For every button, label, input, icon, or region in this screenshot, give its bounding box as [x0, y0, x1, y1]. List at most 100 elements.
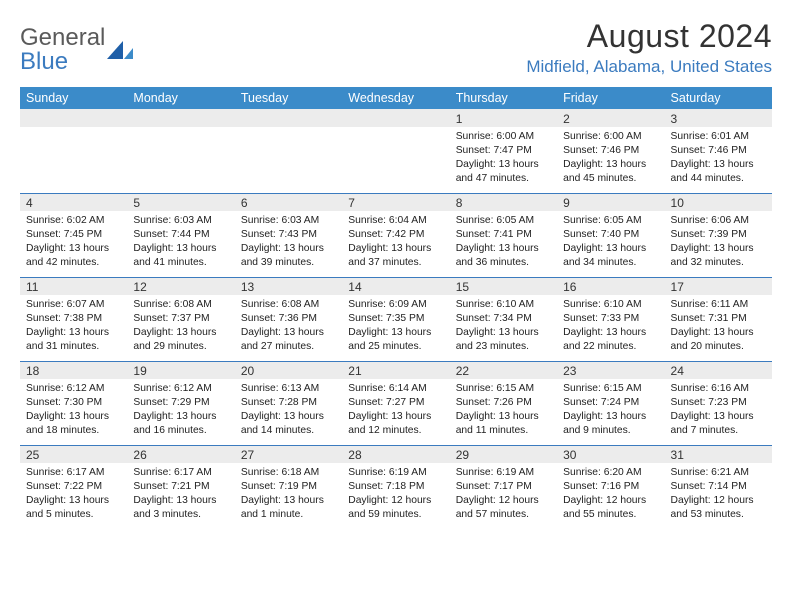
sunset-line: Sunset: 7:23 PM	[671, 396, 766, 410]
weekday-header: Tuesday	[235, 87, 342, 109]
day-content-cell	[127, 127, 234, 193]
day-content-cell: Sunrise: 6:03 AMSunset: 7:44 PMDaylight:…	[127, 211, 234, 277]
day-number-cell: 2	[557, 109, 664, 127]
sunset-line: Sunset: 7:14 PM	[671, 480, 766, 494]
daylight-line: Daylight: 13 hours and 25 minutes.	[348, 326, 443, 354]
daylight-line: Daylight: 13 hours and 20 minutes.	[671, 326, 766, 354]
sunrise-line: Sunrise: 6:02 AM	[26, 214, 121, 228]
weekday-row: SundayMondayTuesdayWednesdayThursdayFrid…	[20, 87, 772, 109]
sunrise-line: Sunrise: 6:08 AM	[241, 298, 336, 312]
sunset-line: Sunset: 7:30 PM	[26, 396, 121, 410]
day-content-cell: Sunrise: 6:08 AMSunset: 7:37 PMDaylight:…	[127, 295, 234, 361]
day-number-cell: 18	[20, 361, 127, 379]
daylight-line: Daylight: 13 hours and 42 minutes.	[26, 242, 121, 270]
day-number-cell: 17	[665, 277, 772, 295]
day-number-cell: 13	[235, 277, 342, 295]
day-content-cell: Sunrise: 6:12 AMSunset: 7:30 PMDaylight:…	[20, 379, 127, 445]
sunset-line: Sunset: 7:43 PM	[241, 228, 336, 242]
day-content-cell: Sunrise: 6:10 AMSunset: 7:34 PMDaylight:…	[450, 295, 557, 361]
day-number-cell: 27	[235, 445, 342, 463]
sunrise-line: Sunrise: 6:18 AM	[241, 466, 336, 480]
daylight-line: Daylight: 12 hours and 55 minutes.	[563, 494, 658, 522]
daylight-line: Daylight: 13 hours and 37 minutes.	[348, 242, 443, 270]
day-number-cell: 30	[557, 445, 664, 463]
day-content-cell: Sunrise: 6:02 AMSunset: 7:45 PMDaylight:…	[20, 211, 127, 277]
sunrise-line: Sunrise: 6:05 AM	[563, 214, 658, 228]
sunset-line: Sunset: 7:42 PM	[348, 228, 443, 242]
day-content-cell: Sunrise: 6:18 AMSunset: 7:19 PMDaylight:…	[235, 463, 342, 529]
weekday-header: Friday	[557, 87, 664, 109]
sunrise-line: Sunrise: 6:04 AM	[348, 214, 443, 228]
weekday-header: Wednesday	[342, 87, 449, 109]
sunset-line: Sunset: 7:22 PM	[26, 480, 121, 494]
logo: General Blue	[20, 18, 133, 74]
day-content-cell: Sunrise: 6:15 AMSunset: 7:24 PMDaylight:…	[557, 379, 664, 445]
daylight-line: Daylight: 13 hours and 9 minutes.	[563, 410, 658, 438]
sunset-line: Sunset: 7:38 PM	[26, 312, 121, 326]
month-title: August 2024	[526, 18, 772, 55]
day-number-cell: 29	[450, 445, 557, 463]
daylight-line: Daylight: 13 hours and 3 minutes.	[133, 494, 228, 522]
sunrise-line: Sunrise: 6:17 AM	[26, 466, 121, 480]
day-number-row: 45678910	[20, 193, 772, 211]
sunrise-line: Sunrise: 6:08 AM	[133, 298, 228, 312]
day-number-cell: 6	[235, 193, 342, 211]
sunset-line: Sunset: 7:40 PM	[563, 228, 658, 242]
daylight-line: Daylight: 13 hours and 32 minutes.	[671, 242, 766, 270]
day-content-cell: Sunrise: 6:21 AMSunset: 7:14 PMDaylight:…	[665, 463, 772, 529]
daylight-line: Daylight: 13 hours and 23 minutes.	[456, 326, 551, 354]
sunrise-line: Sunrise: 6:10 AM	[563, 298, 658, 312]
sunset-line: Sunset: 7:24 PM	[563, 396, 658, 410]
sunset-line: Sunset: 7:27 PM	[348, 396, 443, 410]
day-content-cell: Sunrise: 6:15 AMSunset: 7:26 PMDaylight:…	[450, 379, 557, 445]
day-content-row: Sunrise: 6:02 AMSunset: 7:45 PMDaylight:…	[20, 211, 772, 277]
daylight-line: Daylight: 13 hours and 31 minutes.	[26, 326, 121, 354]
sunset-line: Sunset: 7:37 PM	[133, 312, 228, 326]
day-number-cell	[235, 109, 342, 127]
sunrise-line: Sunrise: 6:20 AM	[563, 466, 658, 480]
day-number-cell: 26	[127, 445, 234, 463]
location: Midfield, Alabama, United States	[526, 57, 772, 77]
day-content-cell	[20, 127, 127, 193]
day-content-cell: Sunrise: 6:20 AMSunset: 7:16 PMDaylight:…	[557, 463, 664, 529]
day-content-cell: Sunrise: 6:01 AMSunset: 7:46 PMDaylight:…	[665, 127, 772, 193]
day-content-cell: Sunrise: 6:04 AMSunset: 7:42 PMDaylight:…	[342, 211, 449, 277]
sunset-line: Sunset: 7:36 PM	[241, 312, 336, 326]
sunset-line: Sunset: 7:26 PM	[456, 396, 551, 410]
sunrise-line: Sunrise: 6:06 AM	[671, 214, 766, 228]
sunrise-line: Sunrise: 6:17 AM	[133, 466, 228, 480]
daylight-line: Daylight: 13 hours and 36 minutes.	[456, 242, 551, 270]
sunrise-line: Sunrise: 6:19 AM	[348, 466, 443, 480]
sunset-line: Sunset: 7:35 PM	[348, 312, 443, 326]
day-number-cell: 11	[20, 277, 127, 295]
sunset-line: Sunset: 7:34 PM	[456, 312, 551, 326]
day-number-cell: 19	[127, 361, 234, 379]
weekday-header: Saturday	[665, 87, 772, 109]
sunset-line: Sunset: 7:28 PM	[241, 396, 336, 410]
sunset-line: Sunset: 7:41 PM	[456, 228, 551, 242]
day-number-cell: 31	[665, 445, 772, 463]
day-content-cell: Sunrise: 6:00 AMSunset: 7:46 PMDaylight:…	[557, 127, 664, 193]
day-number-cell: 14	[342, 277, 449, 295]
logo-text: General Blue	[20, 26, 105, 74]
day-number-cell: 23	[557, 361, 664, 379]
daylight-line: Daylight: 13 hours and 5 minutes.	[26, 494, 121, 522]
weekday-header: Monday	[127, 87, 234, 109]
day-content-cell: Sunrise: 6:03 AMSunset: 7:43 PMDaylight:…	[235, 211, 342, 277]
day-content-cell: Sunrise: 6:14 AMSunset: 7:27 PMDaylight:…	[342, 379, 449, 445]
daylight-line: Daylight: 13 hours and 41 minutes.	[133, 242, 228, 270]
daylight-line: Daylight: 13 hours and 16 minutes.	[133, 410, 228, 438]
daylight-line: Daylight: 13 hours and 22 minutes.	[563, 326, 658, 354]
day-number-cell: 10	[665, 193, 772, 211]
day-content-cell	[235, 127, 342, 193]
day-number-cell: 8	[450, 193, 557, 211]
day-number-row: 11121314151617	[20, 277, 772, 295]
sunrise-line: Sunrise: 6:16 AM	[671, 382, 766, 396]
sunrise-line: Sunrise: 6:13 AM	[241, 382, 336, 396]
weekday-header: Sunday	[20, 87, 127, 109]
day-content-cell: Sunrise: 6:17 AMSunset: 7:21 PMDaylight:…	[127, 463, 234, 529]
day-content-cell: Sunrise: 6:07 AMSunset: 7:38 PMDaylight:…	[20, 295, 127, 361]
sunset-line: Sunset: 7:18 PM	[348, 480, 443, 494]
sunset-line: Sunset: 7:16 PM	[563, 480, 658, 494]
sunset-line: Sunset: 7:33 PM	[563, 312, 658, 326]
